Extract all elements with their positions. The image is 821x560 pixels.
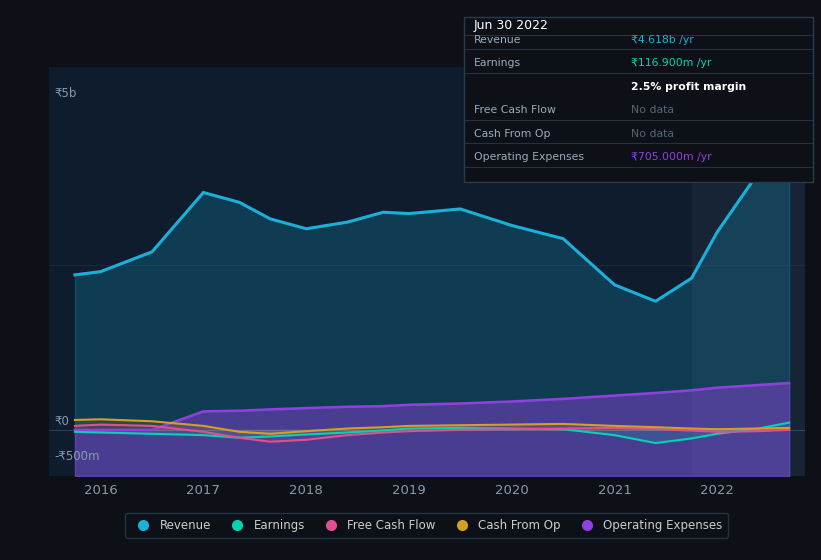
Text: ₹4.618b /yr: ₹4.618b /yr	[631, 35, 694, 45]
Text: ₹705.000m /yr: ₹705.000m /yr	[631, 152, 712, 162]
Text: Operating Expenses: Operating Expenses	[474, 152, 584, 162]
Text: ₹0: ₹0	[54, 415, 69, 428]
Text: Earnings: Earnings	[474, 58, 521, 68]
Text: No data: No data	[631, 129, 674, 139]
Text: -₹500m: -₹500m	[54, 450, 100, 463]
Text: ₹5b: ₹5b	[54, 87, 77, 100]
Text: Free Cash Flow: Free Cash Flow	[474, 105, 556, 115]
Text: ₹116.900m /yr: ₹116.900m /yr	[631, 58, 712, 68]
Bar	[691, 67, 805, 476]
Text: 2.5% profit margin: 2.5% profit margin	[631, 82, 746, 92]
Legend: Revenue, Earnings, Free Cash Flow, Cash From Op, Operating Expenses: Revenue, Earnings, Free Cash Flow, Cash …	[126, 513, 728, 538]
Text: Revenue: Revenue	[474, 35, 521, 45]
Text: No data: No data	[631, 105, 674, 115]
Text: Cash From Op: Cash From Op	[474, 129, 550, 139]
Text: Jun 30 2022: Jun 30 2022	[474, 19, 548, 32]
